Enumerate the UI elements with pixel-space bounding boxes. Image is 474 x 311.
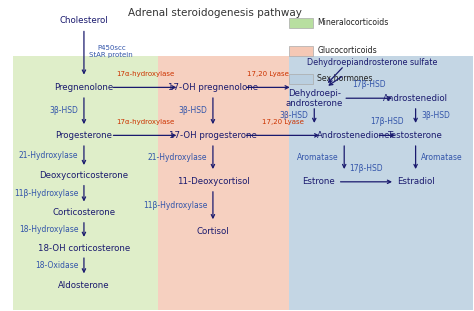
Text: Deoxycorticosterone: Deoxycorticosterone xyxy=(39,171,128,180)
Text: 18-Oxidase: 18-Oxidase xyxy=(35,261,78,270)
Text: Pregnenolone: Pregnenolone xyxy=(55,83,114,92)
Text: Estradiol: Estradiol xyxy=(397,177,435,186)
Text: 17-OH progesterone: 17-OH progesterone xyxy=(169,131,257,140)
Text: Androstenedione: Androstenedione xyxy=(317,131,390,140)
Text: Androstenediol: Androstenediol xyxy=(383,94,448,103)
Text: 17α-hydroxylase: 17α-hydroxylase xyxy=(116,72,174,77)
Text: 11β-Hydroxylase: 11β-Hydroxylase xyxy=(14,189,78,198)
Bar xyxy=(289,74,313,84)
Text: 3β-HSD: 3β-HSD xyxy=(421,111,450,120)
Text: 21-Hydroxylase: 21-Hydroxylase xyxy=(19,151,78,160)
Text: Sex hormones: Sex hormones xyxy=(318,74,373,83)
Text: 11β-Hydroxylase: 11β-Hydroxylase xyxy=(143,201,208,210)
Bar xyxy=(289,46,313,56)
Text: Aldosterone: Aldosterone xyxy=(58,281,110,290)
Text: Cholesterol: Cholesterol xyxy=(60,16,108,25)
Text: 3β-HSD: 3β-HSD xyxy=(280,111,309,120)
Text: 17β-HSD: 17β-HSD xyxy=(371,117,404,126)
Text: Testosterone: Testosterone xyxy=(388,131,443,140)
Text: Mineralocorticoids: Mineralocorticoids xyxy=(318,18,389,27)
Text: 17β-HSD: 17β-HSD xyxy=(349,164,383,173)
Text: 17-OH pregnenolone: 17-OH pregnenolone xyxy=(168,83,258,92)
Text: 18-Hydroxylase: 18-Hydroxylase xyxy=(19,225,78,234)
Text: Estrone: Estrone xyxy=(302,177,335,186)
Bar xyxy=(289,56,473,310)
Bar xyxy=(289,18,313,28)
Text: 17β-HSD: 17β-HSD xyxy=(352,80,386,89)
Text: 3β-HSD: 3β-HSD xyxy=(50,106,78,115)
Text: P450scc
StAR protein: P450scc StAR protein xyxy=(90,45,133,58)
Text: 17,20 Lyase: 17,20 Lyase xyxy=(247,72,289,77)
Text: 11-Deoxycortisol: 11-Deoxycortisol xyxy=(176,177,249,186)
Text: Cortisol: Cortisol xyxy=(197,227,229,236)
Text: Dehydroepiandrosterone sulfate: Dehydroepiandrosterone sulfate xyxy=(307,58,437,67)
Text: 18-OH corticosterone: 18-OH corticosterone xyxy=(38,244,130,253)
Text: Progesterone: Progesterone xyxy=(55,131,112,140)
Text: 21-Hydroxylase: 21-Hydroxylase xyxy=(148,153,208,161)
Bar xyxy=(158,56,289,310)
Text: Dehydroepi-
androsterone: Dehydroepi- androsterone xyxy=(285,89,343,108)
Text: Corticosterone: Corticosterone xyxy=(53,208,116,217)
Text: 17,20 Lyase: 17,20 Lyase xyxy=(262,119,304,125)
Text: 17α-hydroxylase: 17α-hydroxylase xyxy=(116,119,174,125)
Text: Glucocorticoids: Glucocorticoids xyxy=(318,46,377,55)
Text: Adrenal steroidogenesis pathway: Adrenal steroidogenesis pathway xyxy=(128,8,302,18)
Text: Aromatase: Aromatase xyxy=(297,153,339,161)
Text: Aromatase: Aromatase xyxy=(421,153,463,161)
Text: 3β-HSD: 3β-HSD xyxy=(179,106,208,115)
Bar xyxy=(12,56,158,310)
